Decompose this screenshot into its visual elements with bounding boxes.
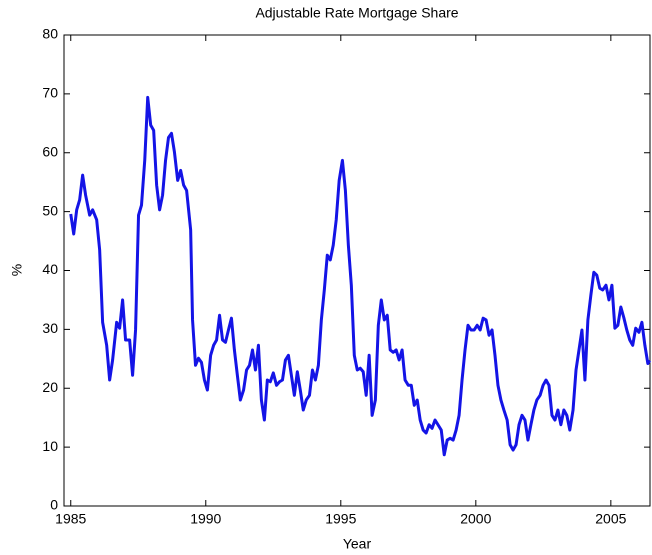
- y-tick-label: 60: [42, 143, 58, 159]
- y-tick-label: 10: [42, 438, 58, 454]
- chart-title: Adjustable Rate Mortgage Share: [255, 5, 458, 21]
- y-tick-label: 70: [42, 85, 58, 101]
- data-line: [69, 95, 651, 457]
- x-tick-label: 1995: [325, 511, 356, 527]
- y-tick-label: 20: [42, 379, 58, 395]
- x-tick-label: 1985: [55, 511, 86, 527]
- y-tick-label: 80: [42, 26, 58, 42]
- y-axis-label: %: [9, 264, 25, 276]
- y-tick-label: 0: [50, 497, 58, 513]
- x-tick-label: 2000: [460, 511, 491, 527]
- x-tick-label: 1990: [190, 511, 221, 527]
- y-tick-label: 50: [42, 202, 58, 218]
- y-tick-label: 40: [42, 261, 58, 277]
- x-tick-label: 2005: [595, 511, 626, 527]
- y-tick-label: 30: [42, 320, 58, 336]
- x-axis-label: Year: [343, 536, 372, 552]
